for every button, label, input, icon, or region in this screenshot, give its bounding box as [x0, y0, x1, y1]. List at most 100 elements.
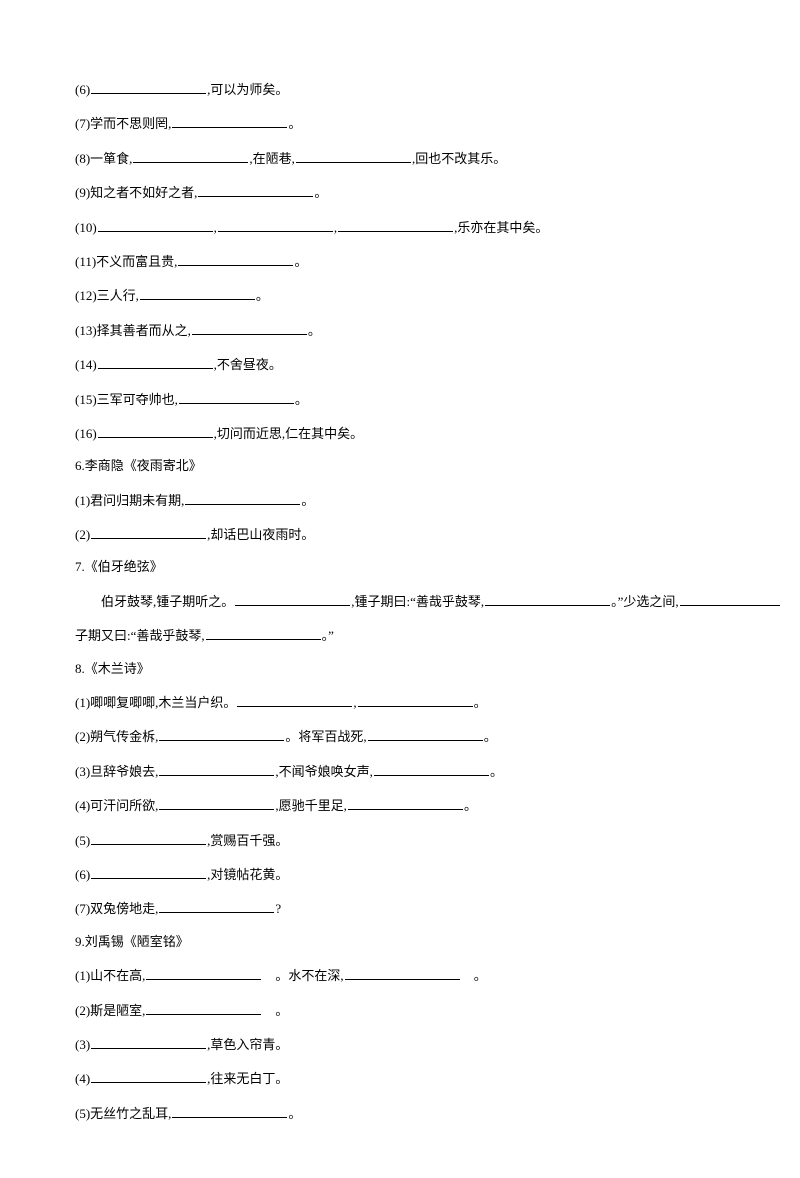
worksheet-line: (14),不舍昼夜。 — [75, 355, 740, 374]
text-segment: 。 — [314, 185, 327, 200]
fill-blank[interactable] — [338, 218, 453, 232]
fill-blank[interactable] — [91, 1035, 206, 1049]
fill-blank[interactable] — [185, 491, 300, 505]
text-segment: 子期又曰:“善哉乎鼓琴, — [75, 628, 205, 643]
text-segment: ,愿驰千里足, — [275, 798, 347, 813]
text-segment: (1)君问归期未有期, — [75, 493, 184, 508]
worksheet-line: (1)山不在高, 。水不在深, 。 — [75, 966, 740, 985]
worksheet-line: (1)君问归期未有期, 。 — [75, 491, 740, 510]
worksheet-line: 7.《伯牙绝弦》 — [75, 559, 740, 576]
worksheet-line: (11)不义而富且贵,。 — [75, 252, 740, 271]
fill-blank[interactable] — [91, 80, 206, 94]
fill-blank[interactable] — [98, 424, 213, 438]
worksheet-line: (2)斯是陋室, 。 — [75, 1001, 740, 1020]
text-segment: (5) — [75, 833, 90, 848]
fill-blank[interactable] — [133, 149, 248, 163]
fill-blank[interactable] — [98, 355, 213, 369]
text-segment: (2)朔气传金柝, — [75, 729, 158, 744]
text-segment: (7)学而不思则罔, — [75, 116, 171, 131]
fill-blank[interactable] — [206, 626, 321, 640]
text-segment: (14) — [75, 357, 97, 372]
text-segment: (4)可汗问所欲, — [75, 798, 158, 813]
fill-blank[interactable] — [237, 693, 352, 707]
fill-blank[interactable] — [198, 183, 313, 197]
worksheet-line: (12)三人行, 。 — [75, 286, 740, 305]
fill-blank[interactable] — [374, 762, 489, 776]
fill-blank[interactable] — [172, 1104, 287, 1118]
fill-blank[interactable] — [98, 218, 213, 232]
fill-blank[interactable] — [179, 390, 294, 404]
fill-blank[interactable] — [91, 865, 206, 879]
text-segment: 。 — [288, 1106, 301, 1121]
text-segment: ,在陋巷, — [249, 151, 295, 166]
worksheet-line: (4) ,往来无白丁。 — [75, 1069, 740, 1088]
text-segment: (1)山不在高, — [75, 968, 145, 983]
text-segment: 6.李商隐《夜雨寄北》 — [75, 458, 202, 473]
text-segment: 。 — [484, 729, 497, 744]
worksheet-line: (13)择其善者而从之, 。 — [75, 321, 740, 340]
fill-blank[interactable] — [348, 796, 463, 810]
fill-blank[interactable] — [345, 966, 460, 980]
text-segment: 。 — [256, 288, 269, 303]
text-segment: 。 — [461, 968, 487, 983]
text-segment: (3)旦辞爷娘去, — [75, 764, 158, 779]
worksheet-line: (15)三军可夺帅也,。 — [75, 390, 740, 409]
text-segment: (9)知之者不如好之者, — [75, 185, 197, 200]
worksheet-line: (4)可汗问所欲,,愿驰千里足,。 — [75, 796, 740, 815]
text-segment: ,往来无白丁。 — [207, 1071, 288, 1086]
worksheet-line: (7)双兔傍地走,? — [75, 899, 740, 918]
fill-blank[interactable] — [235, 592, 350, 606]
text-segment: ,对镜帖花黄。 — [207, 867, 288, 882]
fill-blank[interactable] — [146, 1001, 261, 1015]
text-segment: 9.刘禹锡《陋室铭》 — [75, 934, 189, 949]
text-segment: (12)三人行, — [75, 288, 139, 303]
text-segment: 伯牙鼓琴,锺子期听之。 — [75, 594, 234, 609]
worksheet-line: 6.李商隐《夜雨寄北》 — [75, 458, 740, 475]
text-segment: 。 — [301, 493, 314, 508]
text-segment: (11)不义而富且贵, — [75, 254, 177, 269]
fill-blank[interactable] — [218, 218, 333, 232]
text-segment: (2) — [75, 527, 90, 542]
worksheet-line: (1)唧唧复唧唧,木兰当户织。,。 — [75, 693, 740, 712]
text-segment: 。 — [262, 1003, 288, 1018]
text-segment: (13)择其善者而从之, — [75, 323, 191, 338]
worksheet-line: 子期又曰:“善哉乎鼓琴,。” — [75, 626, 740, 645]
text-segment: ,可以为师矣。 — [207, 82, 288, 97]
fill-blank[interactable] — [91, 831, 206, 845]
fill-blank[interactable] — [296, 149, 411, 163]
fill-blank[interactable] — [91, 1069, 206, 1083]
fill-blank[interactable] — [159, 796, 274, 810]
text-segment: 。”少选之间, — [611, 594, 679, 609]
text-segment: 。 — [474, 695, 487, 710]
fill-blank[interactable] — [178, 252, 293, 266]
text-segment: (6) — [75, 82, 90, 97]
fill-blank[interactable] — [146, 966, 261, 980]
text-segment: 。 — [308, 323, 321, 338]
text-segment: (4) — [75, 1071, 90, 1086]
worksheet-line: (2)朔气传金柝,。将军百战死,。 — [75, 727, 740, 746]
text-segment: 。水不在深, — [262, 968, 343, 983]
fill-blank[interactable] — [140, 286, 255, 300]
text-segment: ? — [275, 901, 281, 916]
worksheet-line: (5),赏赐百千强。 — [75, 831, 740, 850]
fill-blank[interactable] — [159, 762, 274, 776]
fill-blank[interactable] — [172, 114, 287, 128]
worksheet-line: (8)一箪食,,在陋巷,,回也不改其乐。 — [75, 149, 740, 168]
text-segment: (8)一箪食, — [75, 151, 132, 166]
fill-blank[interactable] — [91, 525, 206, 539]
fill-blank[interactable] — [358, 693, 473, 707]
fill-blank[interactable] — [159, 899, 274, 913]
fill-blank[interactable] — [680, 592, 780, 606]
text-segment: , — [214, 220, 217, 235]
fill-blank[interactable] — [159, 727, 284, 741]
fill-blank[interactable] — [485, 592, 610, 606]
worksheet-line: (6),对镜帖花黄。 — [75, 865, 740, 884]
fill-blank[interactable] — [368, 727, 483, 741]
text-segment: (3) — [75, 1037, 90, 1052]
worksheet-line: (3)旦辞爷娘去,,不闻爷娘唤女声,。 — [75, 762, 740, 781]
text-segment: ,乐亦在其中矣。 — [454, 220, 548, 235]
fill-blank[interactable] — [192, 321, 307, 335]
text-segment: (10) — [75, 220, 97, 235]
worksheet-line: (16),切问而近思,仁在其中矣。 — [75, 424, 740, 443]
worksheet-line: (10),,,乐亦在其中矣。 — [75, 218, 740, 237]
